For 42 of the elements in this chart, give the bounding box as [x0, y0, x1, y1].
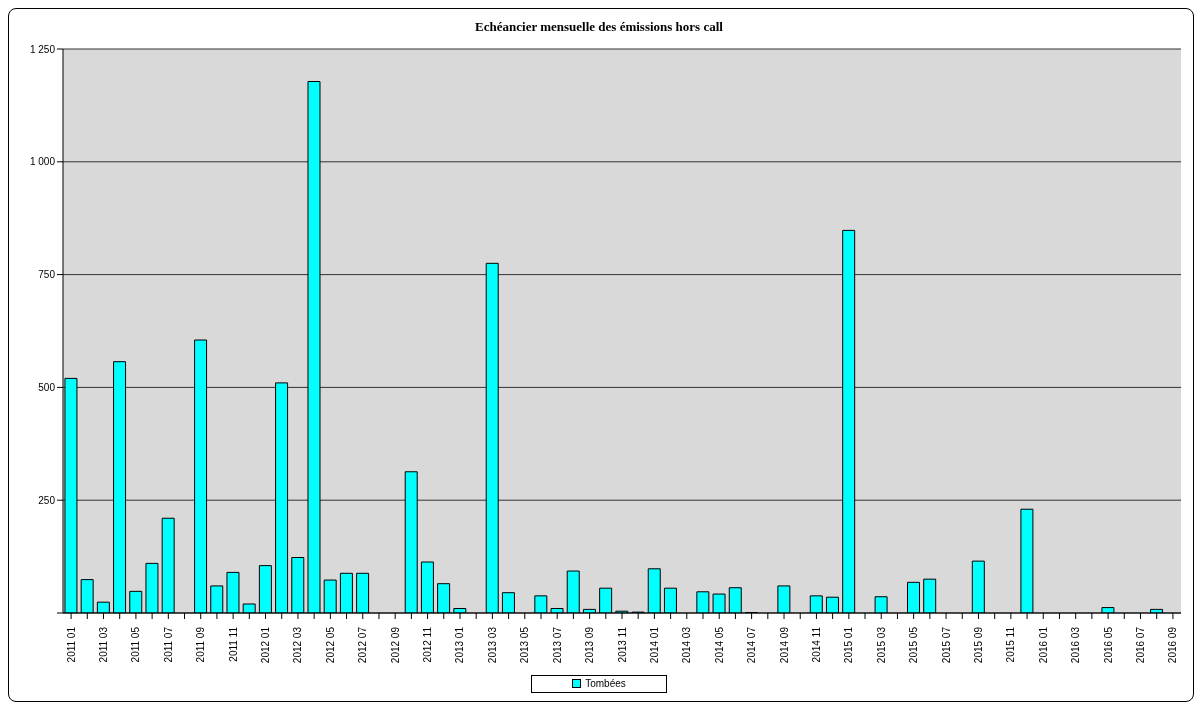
y-tick-label: 750: [38, 269, 56, 281]
x-tick-label: 2013 03: [486, 626, 498, 664]
x-tick-label: 2015 09: [972, 626, 984, 664]
x-tick-label: 2013 09: [584, 626, 596, 664]
x-tick-label: 2016 07: [1134, 626, 1146, 664]
x-tick-label: 2016 09: [1167, 626, 1179, 664]
y-tick-label: 1 250: [29, 43, 56, 55]
x-tick-label: 2014 03: [681, 626, 693, 664]
x-tick-label: 2014 07: [746, 626, 758, 664]
x-tick-label: 2014 05: [713, 626, 725, 664]
x-tick-label: 2016 01: [1037, 626, 1049, 664]
x-tick-label: 2011 09: [195, 626, 207, 663]
x-tick-label: 2015 07: [940, 626, 952, 664]
x-tick-label: 2012 07: [357, 626, 369, 664]
x-tick-label: 2011 11: [227, 626, 239, 662]
x-tick-label: 2015 01: [843, 626, 855, 664]
x-tick-label: 2012 01: [260, 626, 272, 664]
x-tick-label: 2011 05: [130, 626, 142, 663]
x-tick-label: 2011 07: [162, 626, 174, 663]
x-tick-label: 2013 01: [454, 626, 466, 664]
x-tick-label: 2015 05: [908, 626, 920, 664]
legend-label: Tombées: [584, 678, 626, 689]
x-tick-label: 2014 09: [778, 626, 790, 664]
x-tick-label: 2011 03: [98, 626, 110, 663]
x-tick-label: 2016 05: [1102, 626, 1114, 664]
x-tick-label: 2015 11: [1005, 626, 1017, 663]
x-tick-label: 2012 05: [324, 626, 336, 664]
x-tick-label: 2013 11: [616, 626, 628, 663]
x-tick-label: 2016 03: [1070, 626, 1082, 664]
x-tick-label: 2011 01: [65, 626, 77, 663]
x-tick-label: 2012 09: [389, 626, 401, 664]
x-tick-label: 2013 05: [519, 626, 531, 664]
y-tick-label: 1 000: [29, 156, 56, 168]
y-tick-label: 250: [38, 494, 56, 506]
x-tick-label: 2014 01: [648, 626, 660, 664]
x-tick-label: 2012 11: [422, 626, 434, 663]
chart-title: Echéancier mensuelle des émissions hors call: [475, 19, 724, 34]
y-tick-label: 500: [38, 381, 56, 393]
x-tick-label: 2013 07: [551, 626, 563, 664]
x-tick-label: 2014 11: [810, 626, 822, 663]
x-tick-label: 2012 03: [292, 626, 304, 664]
x-tick-label: 2015 03: [875, 626, 887, 664]
